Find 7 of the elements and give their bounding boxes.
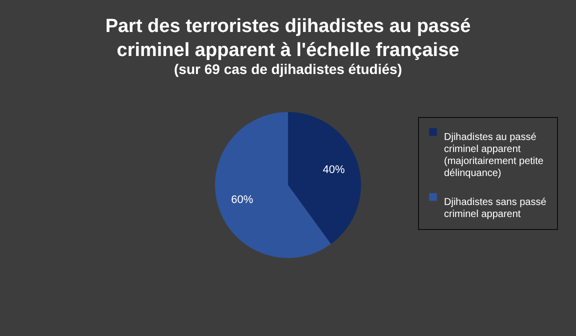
data-label: 60%: [231, 194, 254, 206]
legend-label: Djihadistes au passé criminel apparent (majoritairement petite délinquance): [444, 132, 544, 179]
legend-label: Djihadistes sans passé criminel apparent: [444, 197, 547, 220]
pie-slice: [288, 112, 361, 244]
data-label: 40%: [322, 164, 346, 176]
chart-title: Part des terroristes djihadistes au passé criminel apparent à l'échelle française: [105, 16, 471, 61]
chart-subtitle: (sur 69 cas de djihadistes étudiés): [174, 61, 402, 77]
